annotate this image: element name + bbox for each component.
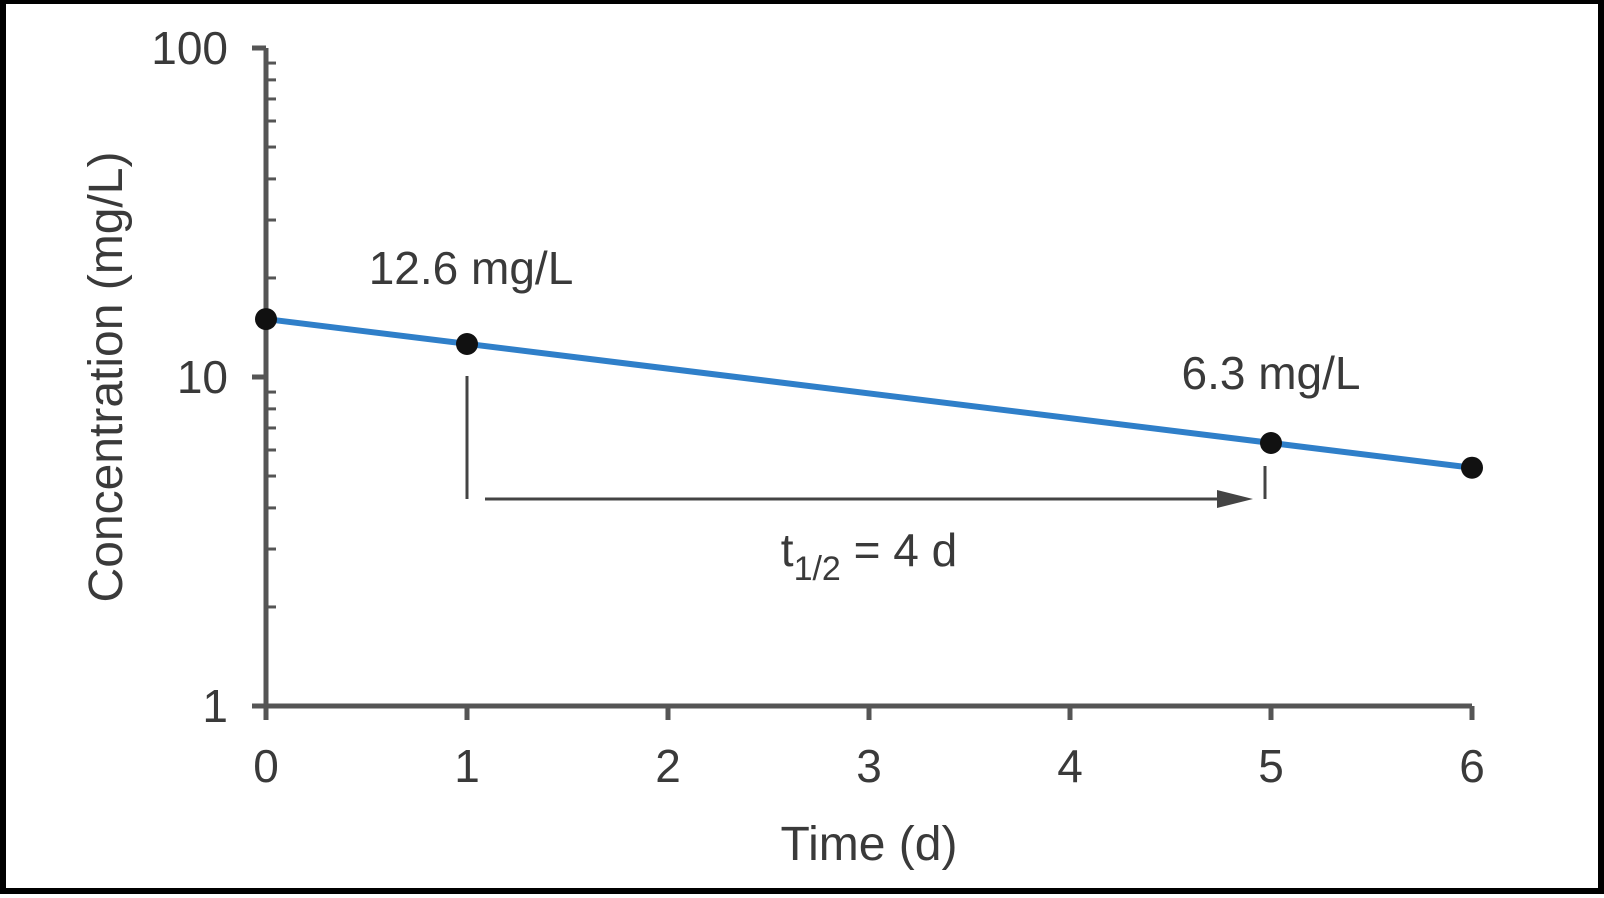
y-tick-label-0: 1 — [202, 680, 228, 732]
data-point-3 — [1461, 456, 1483, 479]
data-point-1 — [456, 332, 478, 355]
half-life-prefix: t — [781, 524, 794, 576]
x-tick-label-4: 4 — [1057, 740, 1083, 792]
x-axis-title: Time (d) — [781, 818, 958, 871]
half-life-suffix: = 4 d — [841, 524, 957, 576]
data-point-0 — [255, 308, 277, 331]
data-point-2 — [1260, 432, 1282, 455]
x-tick-label-5: 5 — [1258, 740, 1284, 792]
annotation-12-6: 12.6 mg/L — [369, 242, 574, 294]
half-life-label: t1/2 = 4 d — [781, 524, 957, 588]
half-life-marker: t1/2 = 4 d — [465, 376, 1267, 588]
y-tick-labels: 1 10 100 — [151, 22, 228, 732]
x-tick-labels: 0 1 2 3 4 5 6 — [253, 740, 1485, 792]
x-tick-label-3: 3 — [856, 740, 882, 792]
y-minor-ticks — [266, 61, 276, 609]
y-tick-label-2: 100 — [151, 22, 228, 74]
annotation-6-3: 6.3 mg/L — [1182, 347, 1361, 399]
data-points — [255, 308, 1483, 479]
x-tick-label-2: 2 — [655, 740, 681, 792]
x-tick-label-1: 1 — [454, 740, 480, 792]
half-life-arrowhead — [1217, 490, 1253, 508]
y-axis-title: Concentration (mg/L) — [80, 152, 133, 603]
half-life-subscript: 1/2 — [794, 550, 841, 588]
x-tick-label-0: 0 — [253, 740, 279, 792]
x-tick-label-6: 6 — [1459, 740, 1485, 792]
x-major-ticks — [263, 706, 1475, 720]
y-tick-label-1: 10 — [177, 351, 228, 403]
